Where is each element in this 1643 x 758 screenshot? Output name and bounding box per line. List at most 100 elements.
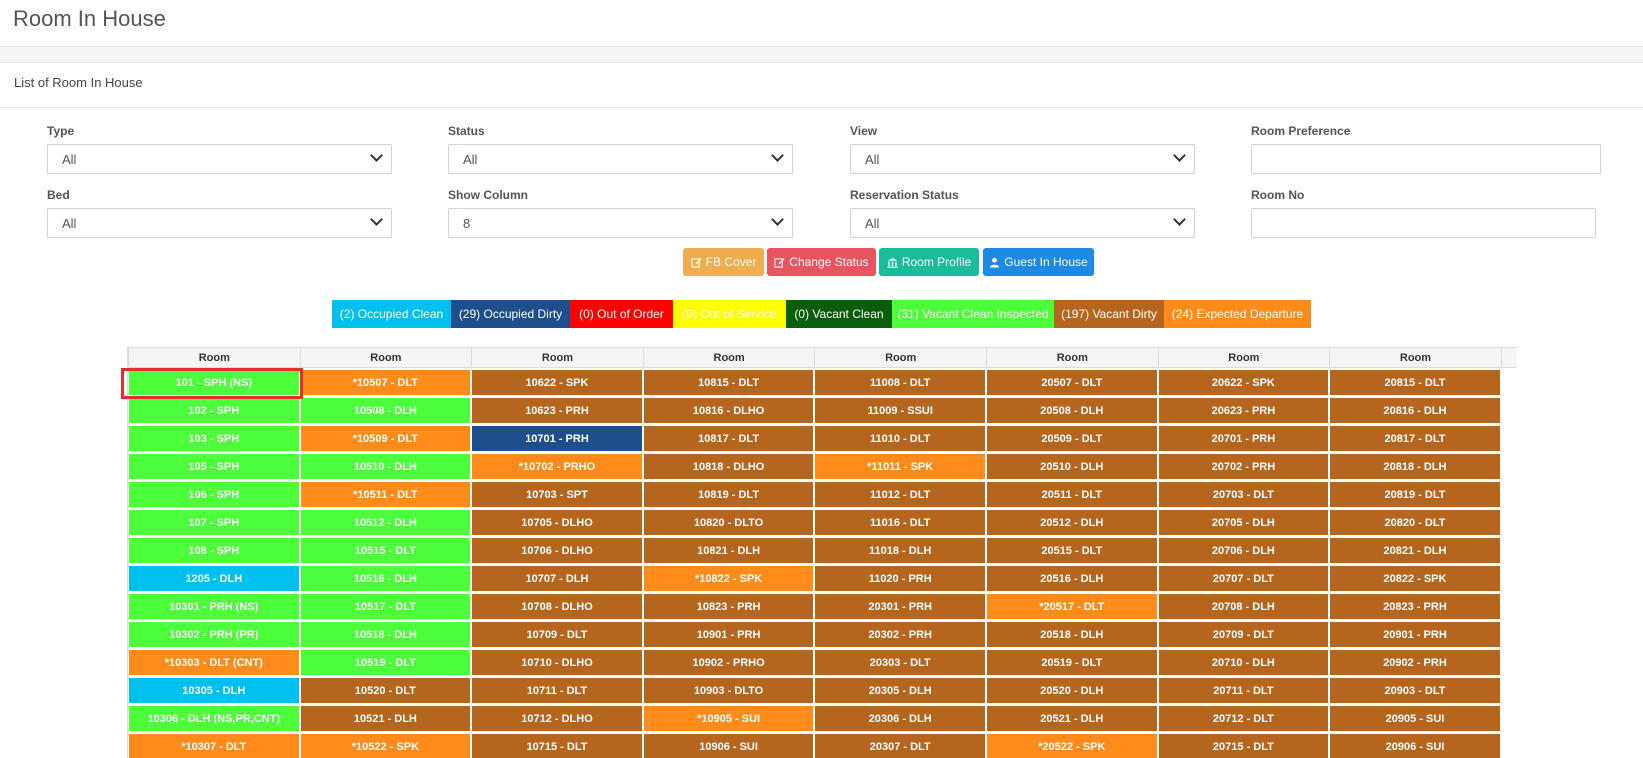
room-cell[interactable]: 10901 - PRH <box>642 621 815 648</box>
room-cell[interactable]: 20710 - DLH <box>1157 649 1330 676</box>
room-cell[interactable]: 20302 - PRH <box>814 621 986 648</box>
room-cell[interactable]: 105 - SPH <box>128 453 300 480</box>
room-cell[interactable]: 103 - SPH <box>128 425 300 452</box>
room-cell[interactable]: 20515 - DLT <box>986 537 1158 564</box>
legend-vacant-clean[interactable]: (0) Vacant Clean <box>786 300 892 328</box>
room-cell[interactable]: 20521 - DLH <box>986 705 1158 732</box>
room-cell[interactable]: 20821 - DLH <box>1329 537 1501 564</box>
room-cell[interactable]: 10516 - DLH <box>299 565 472 592</box>
room-cell[interactable]: 20816 - DLH <box>1329 397 1501 424</box>
room-cell[interactable]: 10711 - DLT <box>471 677 643 704</box>
room-cell[interactable]: 10623 - PRH <box>471 397 643 424</box>
room-cell[interactable]: 20519 - DLT <box>986 649 1158 676</box>
room-cell[interactable]: 10708 - DLHO <box>471 593 643 620</box>
room-cell[interactable]: 10820 - DLTO <box>642 509 815 536</box>
room-cell[interactable]: 20305 - DLH <box>814 677 986 704</box>
room-cell[interactable]: 10821 - DLH <box>642 537 815 564</box>
room-cell[interactable]: 10710 - DLHO <box>471 649 643 676</box>
room-cell[interactable]: 11018 - DLH <box>814 537 986 564</box>
room-cell[interactable]: 10305 - DLH <box>128 677 300 704</box>
room-cell[interactable]: 10703 - SPT <box>471 481 643 508</box>
room-cell[interactable]: 20906 - SUI <box>1329 733 1501 758</box>
room-cell[interactable]: 11008 - DLT <box>814 369 986 396</box>
room-cell[interactable]: 11012 - DLT <box>814 481 986 508</box>
room-profile-button[interactable]: Room Profile <box>879 248 979 276</box>
room-cell[interactable]: *10511 - DLT <box>299 481 472 508</box>
room-cell[interactable]: 20905 - SUI <box>1329 705 1501 732</box>
room-cell[interactable]: 20707 - DLT <box>1157 565 1330 592</box>
room-cell[interactable]: 10712 - DLHO <box>471 705 643 732</box>
room-cell[interactable]: *10307 - DLT <box>128 733 300 758</box>
room-cell[interactable]: 101 - SPH (NS) <box>128 369 300 396</box>
room-cell[interactable]: 20820 - DLT <box>1329 509 1501 536</box>
room-cell[interactable]: 20819 - DLT <box>1329 481 1501 508</box>
room-cell[interactable]: 20306 - DLH <box>814 705 986 732</box>
room-cell[interactable]: 10517 - DLT <box>299 593 472 620</box>
room-cell[interactable]: 108 - SPH <box>128 537 300 564</box>
room-cell[interactable]: 11016 - DLT <box>814 509 986 536</box>
room-cell[interactable]: 20509 - DLT <box>986 425 1158 452</box>
room-cell[interactable]: 20623 - PRH <box>1157 397 1330 424</box>
legend-occupied-dirty[interactable]: (29) Occupied Dirty <box>451 300 570 328</box>
room-cell[interactable]: 10622 - SPK <box>471 369 643 396</box>
room-cell[interactable]: *10822 - SPK <box>642 565 815 592</box>
room-cell[interactable]: 10823 - PRH <box>642 593 815 620</box>
room-cell[interactable]: 10816 - DLHO <box>642 397 815 424</box>
room-cell[interactable]: *10522 - SPK <box>299 733 472 758</box>
legend-expected-departure[interactable]: (24) Expected Departure <box>1164 300 1311 328</box>
room-cell[interactable]: 20709 - DLT <box>1157 621 1330 648</box>
room-cell[interactable]: 10906 - SUI <box>642 733 815 758</box>
room-cell[interactable]: 10707 - DLH <box>471 565 643 592</box>
room-cell[interactable]: 11020 - PRH <box>814 565 986 592</box>
room-cell[interactable]: 10520 - DLT <box>299 677 472 704</box>
room-cell[interactable]: *10303 - DLT (CNT) <box>128 649 300 676</box>
room-cell[interactable]: 10706 - DLHO <box>471 537 643 564</box>
room-cell[interactable]: 20703 - DLT <box>1157 481 1330 508</box>
room-cell[interactable]: 10306 - DLH (NS,PR,CNT) <box>128 705 300 732</box>
room-cell[interactable]: 10302 - PRH (PR) <box>128 621 300 648</box>
room-cell[interactable]: 10705 - DLHO <box>471 509 643 536</box>
room-cell[interactable]: 11009 - SSUI <box>814 397 986 424</box>
room-cell[interactable]: 20818 - DLH <box>1329 453 1501 480</box>
room-cell[interactable]: 20507 - DLT <box>986 369 1158 396</box>
room-cell[interactable]: *20517 - DLT <box>986 593 1158 620</box>
legend-vacant-clean-inspected[interactable]: (31) Vacant Clean Inspected <box>892 300 1054 328</box>
room-cell[interactable]: 10519 - DLT <box>299 649 472 676</box>
room-cell[interactable]: 20903 - DLT <box>1329 677 1501 704</box>
status-select[interactable]: All <box>448 144 793 174</box>
room-cell[interactable]: 20708 - DLH <box>1157 593 1330 620</box>
room-cell[interactable]: 20712 - DLT <box>1157 705 1330 732</box>
legend-vacant-dirty[interactable]: (197) Vacant Dirty <box>1054 300 1164 328</box>
view-select[interactable]: All <box>850 144 1195 174</box>
room-cell[interactable]: 102 - SPH <box>128 397 300 424</box>
guest-in-house-button[interactable]: Guest In House <box>983 248 1094 276</box>
room-cell[interactable]: *11011 - SPK <box>814 453 986 480</box>
room-cell[interactable]: 10518 - DLH <box>299 621 472 648</box>
room-cell[interactable]: *10702 - PRHO <box>471 453 643 480</box>
room-cell[interactable]: *10507 - DLT <box>299 369 472 396</box>
room-cell[interactable]: 10819 - DLT <box>642 481 815 508</box>
room-cell[interactable]: 20902 - PRH <box>1329 649 1501 676</box>
room-cell[interactable]: 20823 - PRH <box>1329 593 1501 620</box>
room-cell[interactable]: 20622 - SPK <box>1157 369 1330 396</box>
room-cell[interactable]: 20512 - DLH <box>986 509 1158 536</box>
reservation-status-select[interactable]: All <box>850 208 1195 238</box>
type-select[interactable]: All <box>47 144 392 174</box>
legend-out-of-service[interactable]: (0) Out of Service <box>673 300 786 328</box>
room-cell[interactable]: 20518 - DLH <box>986 621 1158 648</box>
room-cell[interactable]: 20901 - PRH <box>1329 621 1501 648</box>
room-cell[interactable]: 20815 - DLT <box>1329 369 1501 396</box>
room-cell[interactable]: 10817 - DLT <box>642 425 815 452</box>
room-cell[interactable]: *10905 - SUI <box>642 705 815 732</box>
room-cell[interactable]: 11010 - DLT <box>814 425 986 452</box>
room-cell[interactable]: 20303 - DLT <box>814 649 986 676</box>
room-cell[interactable]: 10510 - DLH <box>299 453 472 480</box>
room-cell[interactable]: 10715 - DLT <box>471 733 643 758</box>
room-cell[interactable]: 10709 - DLT <box>471 621 643 648</box>
legend-out-of-order[interactable]: (0) Out of Order <box>570 300 673 328</box>
room-cell[interactable]: *20522 - SPK <box>986 733 1158 758</box>
show-column-select[interactable]: 8 <box>448 208 793 238</box>
room-cell[interactable]: 10815 - DLT <box>642 369 815 396</box>
room-cell[interactable]: 20508 - DLH <box>986 397 1158 424</box>
room-cell[interactable]: 20706 - DLH <box>1157 537 1330 564</box>
